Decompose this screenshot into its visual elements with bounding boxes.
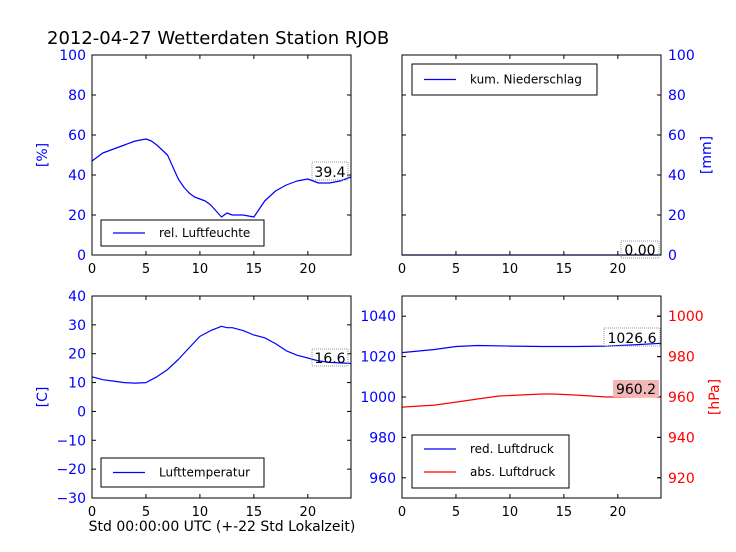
y-tick-label: −20 <box>56 462 86 478</box>
legend-box <box>411 434 570 489</box>
y-right-axis-label: [hPa] <box>707 379 723 415</box>
x-tick-label: 10 <box>192 262 209 277</box>
y-tick-label: 30 <box>68 318 86 334</box>
axes-frame <box>91 54 352 256</box>
y-tick-label: 1040 <box>360 309 396 325</box>
y-tick-label: 20 <box>68 347 86 363</box>
x-tick-label: 15 <box>246 505 263 520</box>
y-tick-label: 60 <box>668 128 686 144</box>
legend-label: kum. Niederschlag <box>470 73 582 87</box>
x-tick-label: 0 <box>88 262 96 277</box>
y-tick-label: −10 <box>56 433 86 449</box>
y-tick-label: 100 <box>668 48 695 64</box>
y-tick-label: 0 <box>77 248 86 264</box>
y-right-tick-label: 1000 <box>668 309 704 325</box>
y-tick-label: 10 <box>68 376 86 392</box>
x-tick-label: 5 <box>452 505 460 520</box>
legend-label: Lufttemperatur <box>159 466 250 480</box>
x-tick-label: 5 <box>452 262 460 277</box>
x-tick-label: 20 <box>300 262 317 277</box>
y-tick-label: 80 <box>68 88 86 104</box>
y-tick-label: 80 <box>668 88 686 104</box>
y-tick-label: −30 <box>56 491 86 507</box>
y-tick-label: 0 <box>77 404 86 420</box>
y-axis-label: [C] <box>35 387 51 408</box>
x-tick-label: 20 <box>610 262 627 277</box>
last-value-box <box>620 240 660 259</box>
y-tick-label: 100 <box>59 48 86 64</box>
x-tick-label: 20 <box>610 505 627 520</box>
y-tick-label: 20 <box>668 208 686 224</box>
x-tick-label: 10 <box>502 505 519 520</box>
x-tick-label: 15 <box>556 505 573 520</box>
pressure-panel: 0 5 10 15 20 960 980 1000 1020 1040 920 940 960 980 10… <box>360 295 723 520</box>
last-value-label: 0.00 <box>624 243 655 259</box>
last-value-box <box>311 348 349 367</box>
series-line <box>401 342 662 354</box>
y-right-tick-label: 920 <box>668 471 695 487</box>
last-value-label: 39.4 <box>314 165 345 181</box>
y-tick-label: 40 <box>668 168 686 184</box>
legend-label: red. Luftdruck <box>470 442 554 456</box>
y-tick-label: 1000 <box>360 390 396 406</box>
legend-label: abs. Luftdruck <box>470 465 555 479</box>
x-tick-label: 20 <box>300 505 317 520</box>
x-tick-label: 5 <box>142 505 150 520</box>
y-tick-label: 20 <box>68 208 86 224</box>
y-tick-label: 1020 <box>360 350 396 366</box>
y-right-tick-label: 980 <box>668 350 695 366</box>
y-tick-label: 980 <box>369 430 396 446</box>
x-tick-label: 0 <box>398 505 406 520</box>
y-tick-label: 60 <box>68 128 86 144</box>
last-value-label: 1026.6 <box>608 331 657 347</box>
axes-frame <box>401 54 662 256</box>
y-tick-label: 40 <box>68 289 86 305</box>
y-tick-label: 960 <box>369 471 396 487</box>
series-line <box>91 325 352 384</box>
y-tick-label: 0 <box>668 248 677 264</box>
figure-title: 2012-04-27 Wetterdaten Station RJOB <box>47 28 389 49</box>
y-tick-label: 40 <box>68 168 86 184</box>
y-right-tick-label: 960 <box>668 390 695 406</box>
y-right-tick-label: 940 <box>668 430 695 446</box>
x-tick-label: 0 <box>398 262 406 277</box>
y-axis-label: [mm] <box>699 136 715 174</box>
x-tick-label: 10 <box>192 505 209 520</box>
last-value-box-2 <box>613 380 659 397</box>
series-line <box>91 138 352 218</box>
x-axis-label: Std 00:00:00 UTC (+-22 Std Lokalzeit) <box>89 519 356 535</box>
last-value-label-2: 960.2 <box>616 382 656 398</box>
x-tick-label: 5 <box>142 262 150 277</box>
temperature-panel: 0 5 10 15 20 −30 −20 −10 0 10 20 30 40 [C] Lufttempera… <box>35 289 352 520</box>
x-tick-label: 10 <box>502 262 519 277</box>
x-tick-label: 15 <box>246 262 263 277</box>
x-tick-label: 0 <box>88 505 96 520</box>
legend-label: rel. Luftfeuchte <box>159 226 250 240</box>
humidity-panel: 0 5 10 15 20 0 20 40 60 80 100 [%] rel. Luftfeuchte 3… <box>35 48 352 277</box>
x-tick-label: 15 <box>556 262 573 277</box>
precipitation-panel: 0 5 10 15 20 0 20 40 60 80 100 [mm] kum. Niederschla… <box>398 48 715 277</box>
y-axis-label: [%] <box>35 143 51 167</box>
last-value-box <box>311 161 349 181</box>
axes-frame <box>401 295 662 499</box>
last-value-box <box>603 327 661 347</box>
last-value-label: 16.6 <box>314 351 345 367</box>
series-line <box>401 393 661 408</box>
axes-frame <box>91 295 352 499</box>
